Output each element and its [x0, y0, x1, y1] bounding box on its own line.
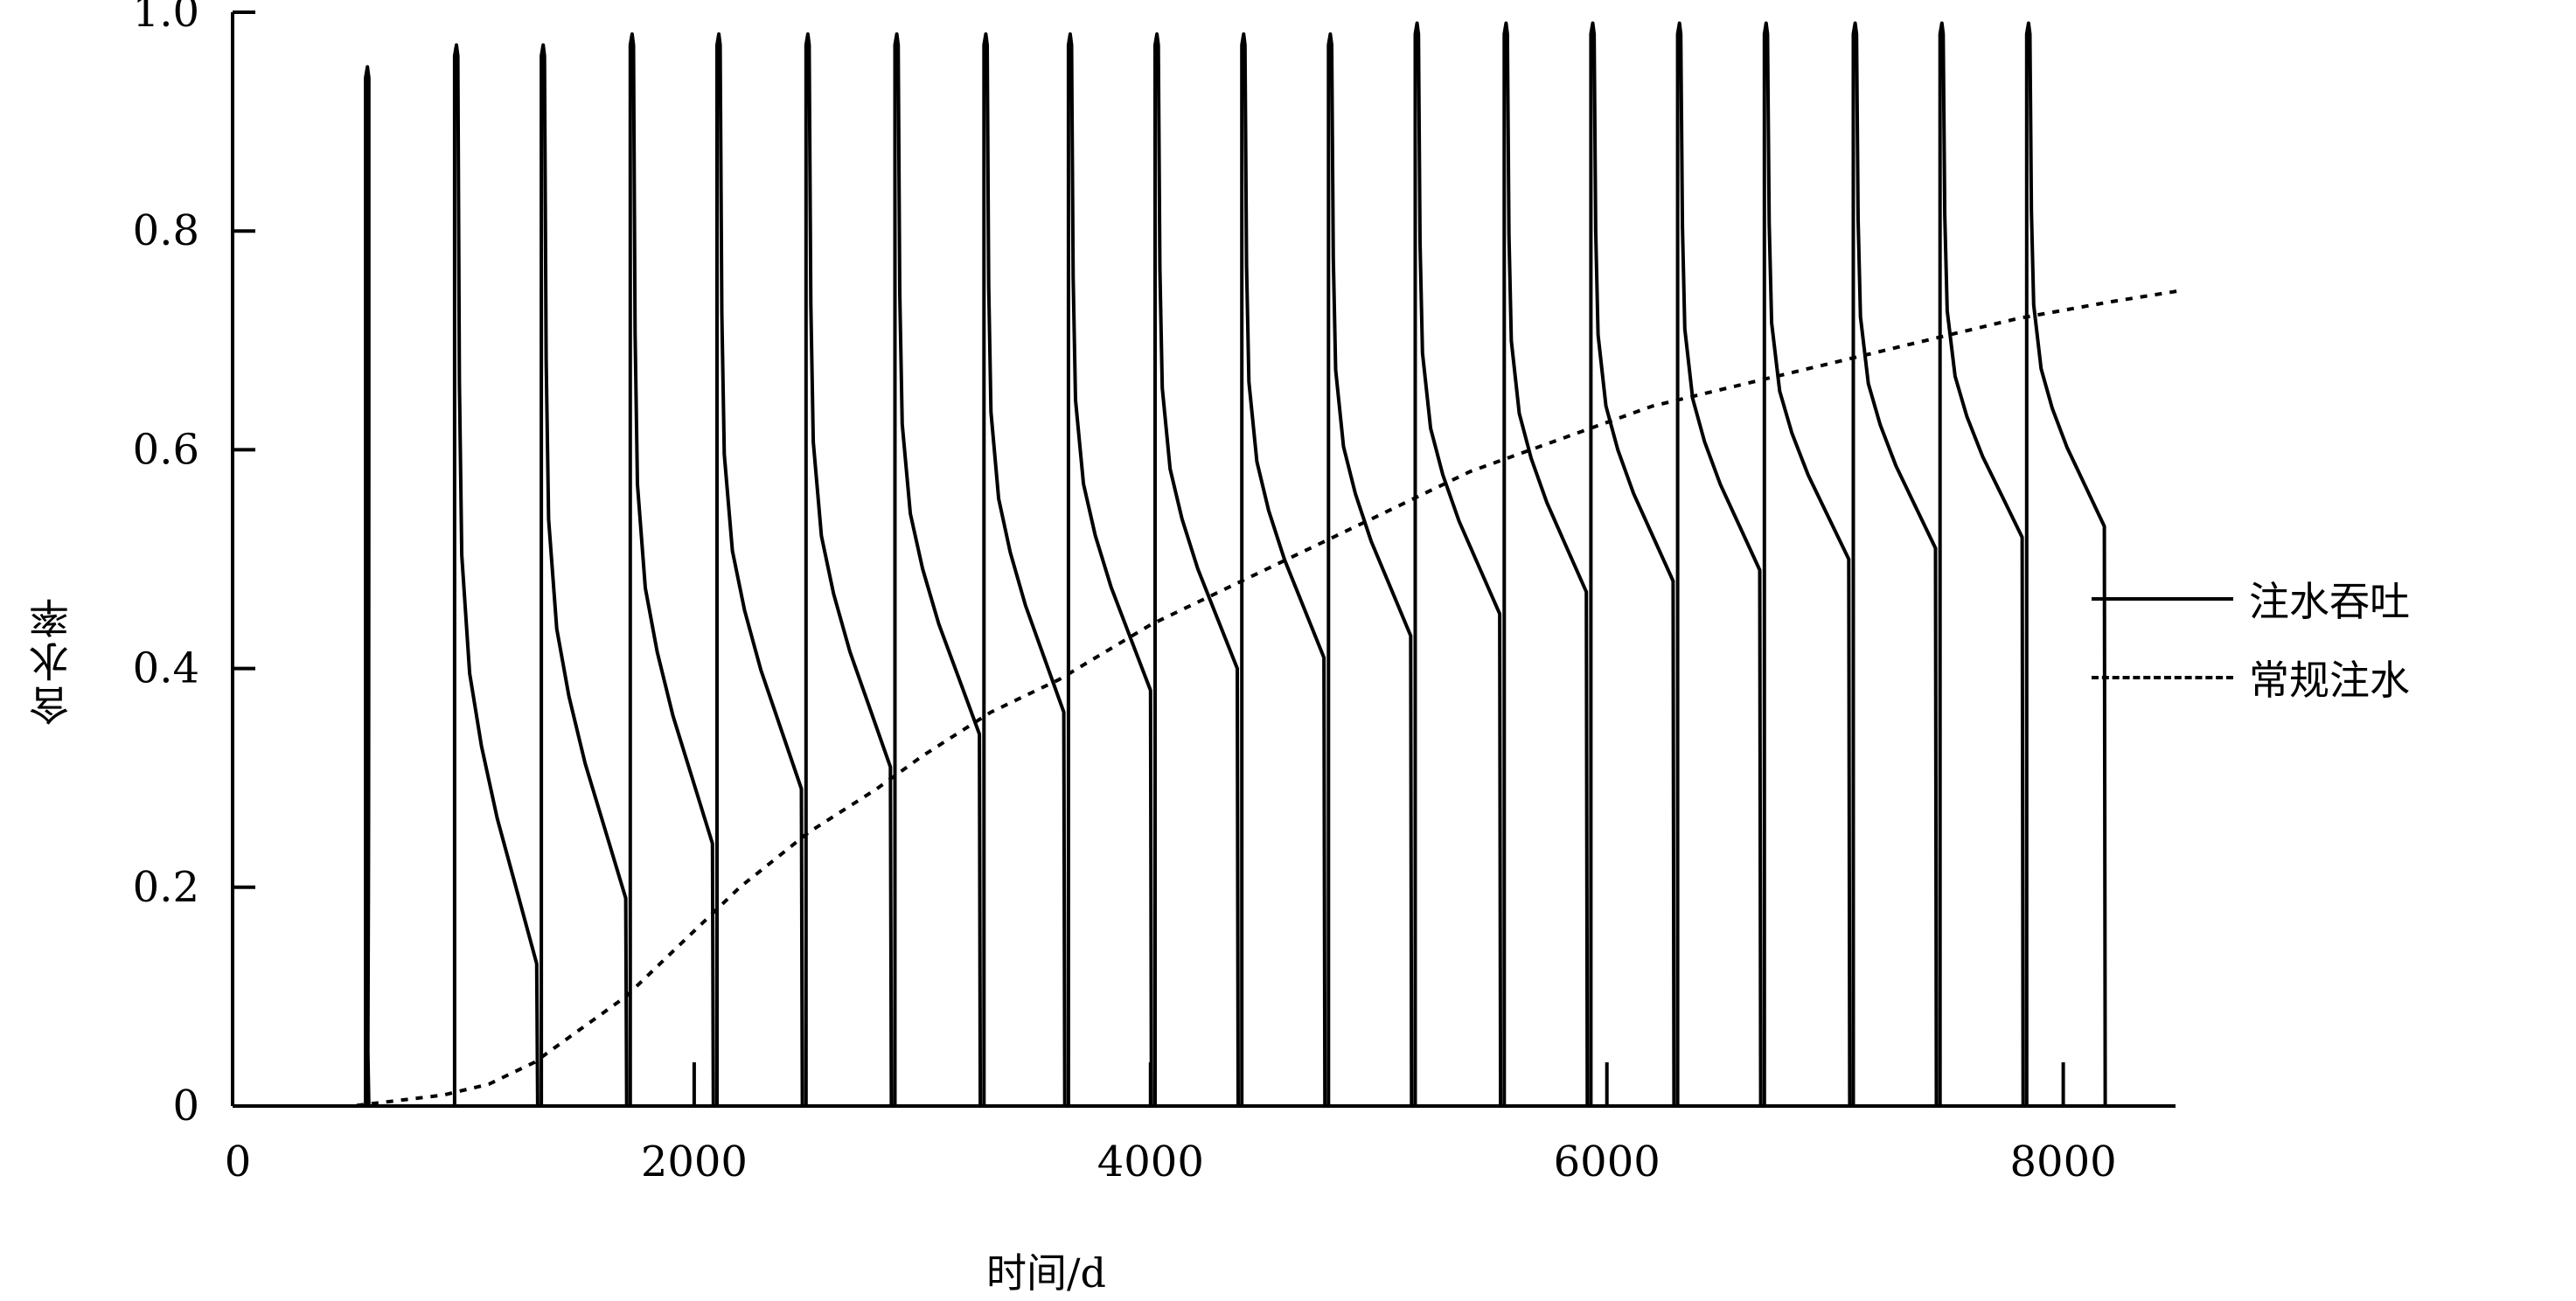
legend-item-conventional: 常规注水	[2092, 638, 2410, 717]
series-line-huff-puff-cycle	[891, 32, 983, 1108]
x-axis-title: 时间/d	[986, 1249, 1106, 1297]
x-tick-label: 4000	[1097, 1138, 1204, 1186]
series-line-huff-puff-cycle	[1151, 32, 1240, 1108]
series-line-huff-puff-cycle	[1064, 32, 1153, 1108]
series-line-huff-puff-cycle	[368, 43, 540, 1108]
x-tick-label: 2000	[641, 1138, 748, 1186]
y-tick-label: 0.8	[133, 206, 199, 255]
series-line-huff-puff-cycle	[1760, 21, 1852, 1108]
legend: 注水吞吐 常规注水	[2092, 560, 2410, 717]
series-line-huff-puff-cycle	[1411, 21, 1503, 1108]
x-tick-label: 0	[225, 1138, 252, 1186]
y-tick-label: 0	[172, 1082, 199, 1131]
legend-swatch-dotted	[2092, 676, 2233, 679]
series-line-huff-puff-cycle	[1325, 32, 1414, 1108]
y-tick-label: 1.0	[133, 0, 199, 37]
series-line-huff-puff-cycle	[713, 32, 804, 1108]
x-tick-label: 8000	[2010, 1138, 2117, 1186]
y-tick-label: 0.6	[133, 425, 199, 474]
legend-label-huff-puff: 注水吞吐	[2249, 578, 2410, 625]
series-line-conventional	[238, 289, 2178, 1108]
series-line-huff-puff-cycle	[537, 43, 629, 1108]
x-tick-label: 6000	[1554, 1138, 1660, 1186]
series-line-huff-puff-cycle	[2023, 21, 2107, 1108]
series-line-huff-puff-cycle	[238, 65, 371, 1108]
series-line-huff-puff-cycle	[1849, 21, 1939, 1108]
y-axis-title: 含水率	[28, 595, 75, 726]
series-line-huff-puff-cycle	[802, 32, 894, 1108]
legend-item-huff-puff: 注水吞吐	[2092, 560, 2410, 638]
y-tick-label: 0.2	[133, 863, 199, 912]
series-line-huff-puff-cycle	[626, 32, 715, 1108]
series-line-huff-puff-cycle	[1587, 21, 1676, 1108]
axes: 0 0.2 0.4 0.6 0.8 1.0 0 2000 4000 6000 8000	[133, 0, 2176, 1186]
series-line-huff-puff-cycle	[1500, 21, 1590, 1108]
legend-swatch-solid	[2092, 597, 2233, 601]
series-line-huff-puff-cycle	[980, 32, 1067, 1108]
y-tick-label: 0.4	[133, 644, 199, 693]
series-line-huff-puff-cycle	[1674, 21, 1763, 1108]
series-line-huff-puff-cycle	[1936, 21, 2025, 1108]
legend-label-conventional: 常规注水	[2249, 657, 2410, 704]
series-line-huff-puff-cycle	[1238, 32, 1327, 1108]
plot-area	[238, 21, 2178, 1108]
